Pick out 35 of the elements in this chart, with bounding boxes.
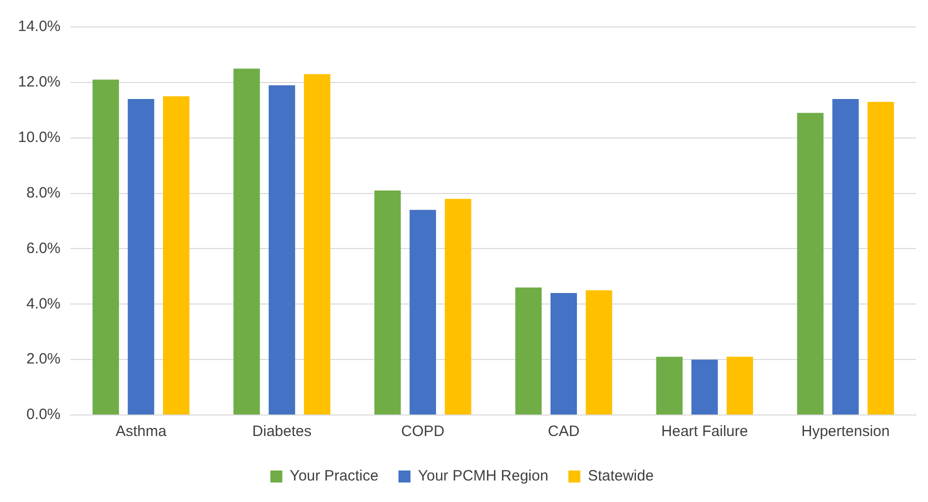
x-tick-label: Heart Failure <box>661 423 748 440</box>
bar <box>92 80 119 414</box>
bar <box>656 356 683 414</box>
y-tick-label: 14.0% <box>18 18 61 36</box>
x-tick-label: Hypertension <box>801 423 890 440</box>
y-tick-label: 0.0% <box>26 406 61 424</box>
bar <box>304 74 330 414</box>
x-tick-label: COPD <box>401 423 445 440</box>
bar <box>163 96 190 414</box>
legend-label: Your PCMH Region <box>418 468 548 485</box>
y-tick-label: 4.0% <box>26 295 61 312</box>
bar <box>691 360 718 414</box>
y-tick-label: 2.0% <box>26 350 61 368</box>
bar <box>726 356 754 414</box>
bar <box>410 210 436 414</box>
bar <box>515 288 542 414</box>
x-tick-label: Diabetes <box>252 423 312 440</box>
legend-label: Statewide <box>588 468 654 485</box>
y-tick-label: 8.0% <box>26 184 61 202</box>
y-tick-label: 10.0% <box>18 129 61 146</box>
bar <box>832 99 859 414</box>
bar <box>374 190 401 414</box>
bar <box>586 290 612 414</box>
y-tick-label: 6.0% <box>26 240 61 257</box>
legend-label: Your Practice <box>290 468 378 485</box>
bar <box>444 198 472 414</box>
x-tick-label: CAD <box>548 423 580 440</box>
bar <box>233 68 260 414</box>
x-tick-label: Asthma <box>116 423 168 440</box>
y-tick-label: 12.0% <box>18 74 61 91</box>
bar <box>128 99 154 414</box>
bar <box>550 293 577 414</box>
bar <box>868 102 894 414</box>
bar <box>797 112 824 414</box>
bar <box>268 85 296 414</box>
